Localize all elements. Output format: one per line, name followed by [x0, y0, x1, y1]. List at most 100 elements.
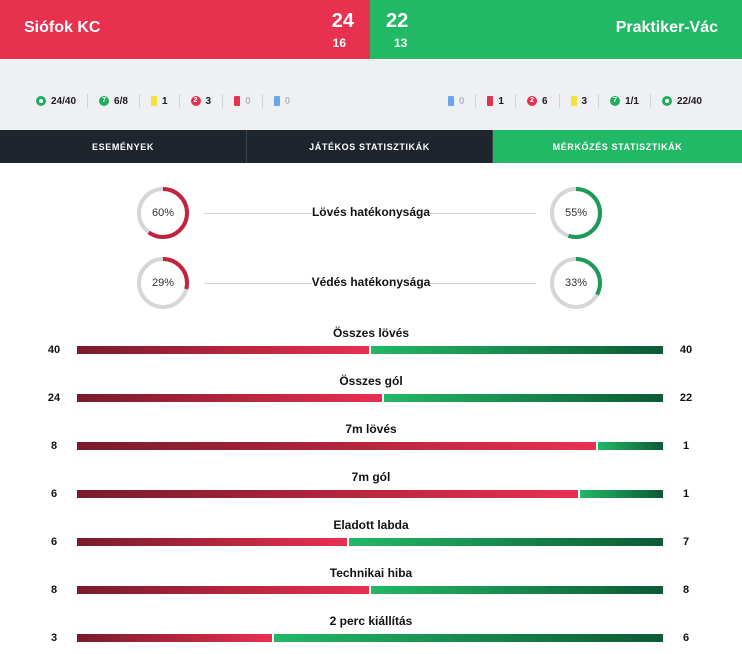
ring-row-shot-efficiency: 60% Lövés hatékonysága 55% [0, 186, 742, 242]
ring-fill [137, 257, 189, 309]
home-2min-value: 3 [205, 95, 212, 107]
away-ring: 55% [549, 186, 603, 240]
divider-line [204, 283, 312, 284]
stat-bar [77, 490, 663, 498]
home-score: 24 [331, 10, 354, 32]
away-ring-chart [550, 187, 602, 239]
stat-home-value: 8 [50, 440, 58, 452]
stat-home-value: 24 [47, 392, 61, 404]
stat-home-value: 3 [50, 632, 58, 644]
stat-away-value: 7 [682, 536, 690, 548]
away-2min-value: 6 [541, 95, 548, 107]
away-team-panel[interactable]: 22 13 Praktiker-Vác [370, 0, 742, 59]
ring-label: Védés hatékonysága [311, 275, 431, 289]
stat-bar-home [77, 490, 578, 498]
home-yellow-value: 1 [161, 95, 168, 107]
two-minute-icon: 2 [190, 96, 201, 106]
seven-meter-goal-icon: 7 [99, 96, 110, 106]
yellow-card-icon [150, 96, 157, 106]
away-summary-2min: 2 6 [526, 94, 548, 108]
stat-label: Összes gól [339, 374, 403, 388]
separator [598, 94, 600, 108]
away-score: 22 [386, 10, 409, 32]
ball-icon [36, 96, 46, 106]
stat-bar-gap [369, 586, 371, 594]
home-ring: 29% [136, 256, 190, 310]
away-summary-7m: 7 1/1 [610, 94, 639, 108]
away-summary-red: 1 [487, 94, 504, 108]
away-summary-blue: 0 [447, 94, 465, 108]
ring-fill [550, 257, 602, 309]
separator [261, 94, 263, 108]
stat-bar [77, 586, 663, 594]
home-7m-value: 6/8 [114, 95, 128, 107]
home-summary-2min: 2 3 [190, 94, 212, 108]
stat-bar-away [274, 634, 663, 642]
stat-label: 7m lövés [345, 422, 397, 436]
home-half-score: 16 [332, 36, 346, 50]
score-header: Siófok KC 24 16 22 13 Praktiker-Vác [0, 0, 742, 59]
home-team-panel[interactable]: Siófok KC 24 16 [0, 0, 370, 59]
stat-row: 2 perc kiállítás 3 6 [0, 614, 742, 648]
separator [87, 94, 89, 108]
stat-bar [77, 346, 663, 354]
home-summary-yellow: 1 [150, 94, 168, 108]
stat-away-value: 6 [682, 632, 690, 644]
separator [178, 94, 180, 108]
stat-label: Technikai hiba [329, 566, 413, 580]
home-ring-percent: 29% [151, 277, 175, 289]
stat-home-value: 6 [50, 536, 58, 548]
stat-bar-gap [347, 538, 349, 546]
ring-fill [550, 187, 602, 239]
stat-home-value: 40 [47, 344, 61, 356]
stat-bar [77, 394, 663, 402]
divider-line [430, 283, 536, 284]
stat-away-value: 1 [682, 488, 690, 500]
stat-away-value: 40 [679, 344, 693, 356]
separator [222, 94, 224, 108]
stat-bar [77, 538, 663, 546]
stat-row: Összes gól 24 22 [0, 374, 742, 408]
stat-row: Összes lövés 40 40 [0, 326, 742, 360]
tab-events[interactable]: Események [0, 130, 247, 163]
separator [514, 94, 516, 108]
stat-home-value: 8 [50, 584, 58, 596]
stat-row: 7m lövés 8 1 [0, 422, 742, 456]
separator [138, 94, 140, 108]
away-blue-value: 0 [458, 95, 465, 107]
stat-bar-gap [369, 346, 371, 354]
stat-away-value: 8 [682, 584, 690, 596]
summary-strip: 24/40 7 6/8 1 2 3 0 0 0 [0, 60, 742, 130]
away-red-value: 1 [498, 95, 504, 107]
stat-away-value: 1 [682, 440, 690, 452]
red-card-icon [487, 96, 494, 106]
stat-label: Összes lövés [332, 326, 410, 340]
away-team-name[interactable]: Praktiker-Vác [615, 19, 718, 36]
away-summary-yellow: 3 [570, 94, 587, 108]
blue-card-icon [447, 96, 454, 106]
separator [475, 94, 477, 108]
red-card-icon [234, 96, 241, 106]
home-shots-value: 24/40 [51, 95, 77, 107]
tab-bar: Események Játékos statisztikák Mérkőzés … [0, 130, 742, 163]
stat-bar-home [77, 586, 369, 594]
stat-bar [77, 442, 663, 450]
tab-match-stats[interactable]: Mérkőzés statisztikák [493, 130, 742, 163]
away-shots-value: 22/40 [676, 95, 702, 107]
away-half-score: 13 [394, 36, 408, 50]
stat-row: Technikai hiba 8 8 [0, 566, 742, 600]
stat-bar-away [580, 490, 663, 498]
stat-away-value: 22 [679, 392, 693, 404]
home-summary-shots: 24/40 [36, 94, 76, 108]
away-7m-value: 1/1 [625, 95, 639, 107]
separator [558, 94, 560, 108]
home-red-value: 0 [245, 95, 251, 107]
tab-player-stats[interactable]: Játékos statisztikák [247, 130, 493, 163]
stat-bar-home [77, 442, 596, 450]
stat-bar-away [349, 538, 663, 546]
home-ring-percent: 60% [151, 207, 175, 219]
home-summary-red: 0 [234, 94, 251, 108]
stat-bar-away [371, 586, 663, 594]
home-team-name[interactable]: Siófok KC [24, 19, 101, 36]
away-summary: 0 1 2 6 3 7 1/1 22/40 [447, 94, 702, 108]
